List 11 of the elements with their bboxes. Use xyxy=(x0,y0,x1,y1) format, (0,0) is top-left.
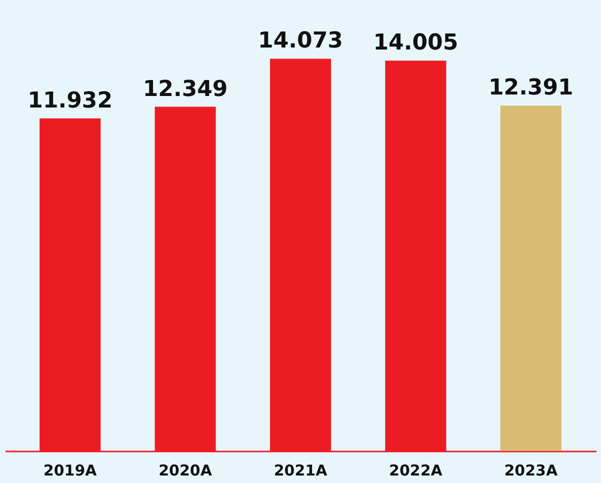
x-tick-label: 2020A xyxy=(158,462,212,480)
data-label: 11.932 xyxy=(28,88,113,114)
data-label: 14.005 xyxy=(373,30,458,56)
x-tick-label: 2019A xyxy=(43,462,98,480)
bar xyxy=(500,106,562,451)
data-label: 12.391 xyxy=(488,76,574,101)
x-tick-label: 2022A xyxy=(389,462,443,480)
data-label: 12.349 xyxy=(142,76,228,102)
x-tick-label: 2021A xyxy=(274,462,328,480)
data-label: 14.073 xyxy=(258,28,343,54)
x-tick-label: 2023A xyxy=(504,462,558,480)
